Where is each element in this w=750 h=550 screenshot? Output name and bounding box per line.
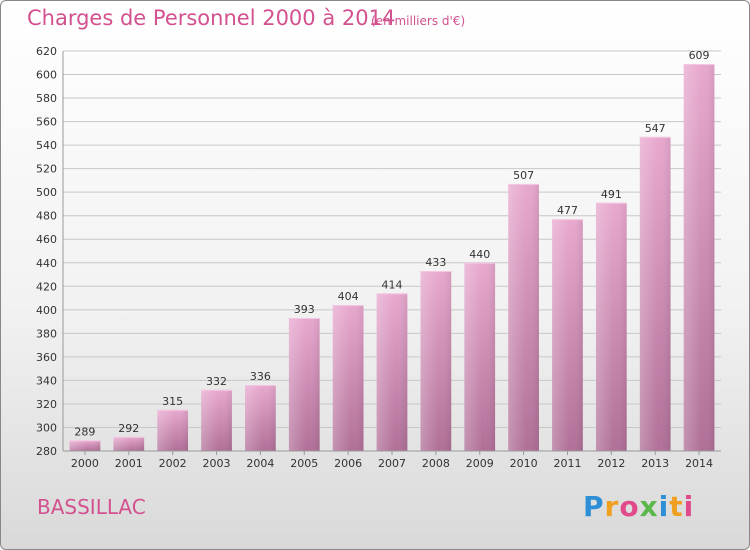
- logo-letter: o: [619, 490, 640, 523]
- y-tick-label: 280: [36, 445, 57, 458]
- x-tick-label: 2007: [378, 457, 406, 470]
- bar-shine: [245, 385, 276, 451]
- bar-shine: [376, 293, 408, 451]
- data-label: 547: [645, 122, 666, 135]
- y-tick-label: 480: [36, 210, 57, 223]
- bar-shine: [420, 271, 452, 451]
- y-tick-label: 320: [36, 398, 57, 411]
- x-tick-label: 2000: [71, 457, 99, 470]
- bar-shine: [113, 436, 145, 451]
- data-label: 609: [689, 49, 710, 62]
- x-tick-label: 2014: [685, 457, 713, 470]
- x-tick-label: 2006: [334, 457, 362, 470]
- y-tick-label: 440: [36, 257, 57, 270]
- y-tick-label: 620: [36, 45, 57, 58]
- x-tick-label: 2005: [290, 457, 318, 470]
- y-tick-label: 520: [36, 163, 57, 176]
- data-label: 336: [250, 370, 271, 383]
- data-label: 507: [513, 169, 534, 182]
- proxiti-logo: Proxiti: [583, 490, 694, 523]
- y-tick-label: 500: [36, 186, 57, 199]
- y-tick-label: 600: [36, 69, 57, 82]
- y-tick-label: 300: [36, 421, 57, 434]
- x-tick-label: 2003: [203, 457, 231, 470]
- logo-letter: P: [583, 490, 605, 523]
- data-label: 292: [118, 422, 139, 435]
- bar-shine: [201, 389, 232, 451]
- y-tick-label: 460: [36, 233, 57, 246]
- bar-shine: [552, 219, 583, 451]
- y-tick-label: 560: [36, 116, 57, 129]
- y-tick-label: 420: [36, 280, 57, 293]
- y-tick-label: 540: [36, 139, 57, 152]
- y-tick-label: 340: [36, 374, 57, 387]
- x-tick-label: 2009: [466, 457, 494, 470]
- data-label: 332: [206, 375, 227, 388]
- data-label: 315: [162, 395, 183, 408]
- y-tick-label: 380: [36, 327, 57, 340]
- x-tick-label: 2004: [246, 457, 274, 470]
- data-label: 414: [382, 278, 403, 291]
- logo-letter: i: [683, 490, 695, 523]
- chart-subtitle: (en milliers d'€): [371, 14, 466, 28]
- data-label: 404: [338, 290, 359, 303]
- bar-shine: [639, 136, 671, 451]
- logo-letter: r: [604, 490, 620, 523]
- bar-shine: [595, 202, 627, 451]
- data-label: 393: [294, 303, 315, 316]
- commune-name: BASSILLAC: [37, 495, 146, 519]
- bar-shine: [157, 409, 189, 451]
- data-label: 440: [469, 248, 490, 261]
- bar-shine: [288, 318, 320, 451]
- data-label: 491: [601, 188, 622, 201]
- bar-shine: [683, 63, 715, 452]
- y-tick-label: 360: [36, 351, 57, 364]
- x-tick-label: 2001: [115, 457, 143, 470]
- x-tick-label: 2010: [510, 457, 538, 470]
- x-tick-label: 2002: [159, 457, 187, 470]
- bar-shine: [332, 305, 364, 451]
- logo-letter: x: [639, 490, 659, 523]
- y-tick-label: 580: [36, 92, 57, 105]
- chart-title: Charges de Personnel 2000 à 2014: [27, 6, 396, 30]
- x-tick-label: 2008: [422, 457, 450, 470]
- bar-shine: [69, 440, 101, 451]
- logo-letter: t: [669, 490, 684, 523]
- x-tick-label: 2011: [553, 457, 581, 470]
- bar-shine: [464, 262, 496, 451]
- logo-letter: i: [658, 490, 670, 523]
- bar-shine: [508, 183, 539, 452]
- y-tick-label: 400: [36, 304, 57, 317]
- x-tick-label: 2013: [641, 457, 669, 470]
- data-label: 289: [74, 425, 95, 438]
- x-tick-label: 2012: [597, 457, 625, 470]
- data-label: 477: [557, 204, 578, 217]
- data-label: 433: [425, 256, 446, 269]
